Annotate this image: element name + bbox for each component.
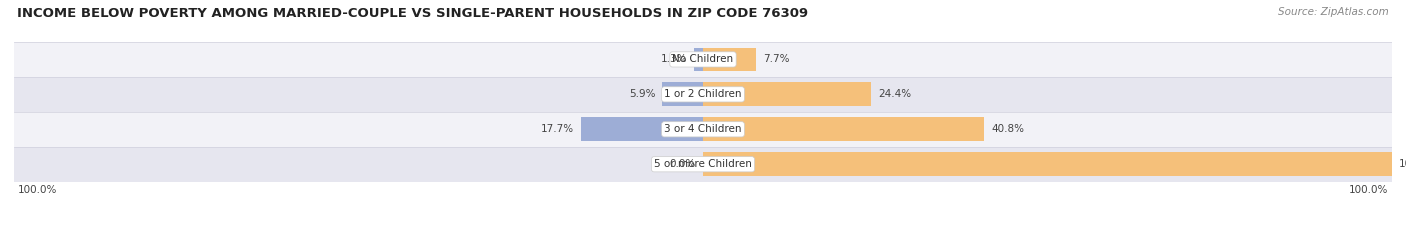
- Text: 3 or 4 Children: 3 or 4 Children: [664, 124, 742, 134]
- Text: 17.7%: 17.7%: [541, 124, 574, 134]
- Bar: [703, 48, 756, 71]
- Bar: [14, 147, 1392, 182]
- Text: 1 or 2 Children: 1 or 2 Children: [664, 89, 742, 99]
- Bar: [703, 82, 872, 106]
- Text: 100.0%: 100.0%: [1350, 185, 1389, 195]
- Text: 5.9%: 5.9%: [628, 89, 655, 99]
- Bar: [14, 77, 1392, 112]
- Text: No Children: No Children: [672, 55, 734, 64]
- Bar: [14, 42, 1392, 77]
- Text: 40.8%: 40.8%: [991, 124, 1024, 134]
- Text: 24.4%: 24.4%: [877, 89, 911, 99]
- Text: 5 or more Children: 5 or more Children: [654, 159, 752, 169]
- Text: Source: ZipAtlas.com: Source: ZipAtlas.com: [1278, 7, 1389, 17]
- Text: 7.7%: 7.7%: [763, 55, 789, 64]
- Bar: [695, 48, 703, 71]
- Text: INCOME BELOW POVERTY AMONG MARRIED-COUPLE VS SINGLE-PARENT HOUSEHOLDS IN ZIP COD: INCOME BELOW POVERTY AMONG MARRIED-COUPL…: [17, 7, 808, 20]
- Bar: [703, 152, 1392, 176]
- Text: 100.0%: 100.0%: [17, 185, 56, 195]
- Text: 100.0%: 100.0%: [1399, 159, 1406, 169]
- Bar: [14, 112, 1392, 147]
- Bar: [581, 117, 703, 141]
- Text: 1.3%: 1.3%: [661, 55, 688, 64]
- Bar: [703, 117, 984, 141]
- Bar: [662, 82, 703, 106]
- Text: 0.0%: 0.0%: [669, 159, 696, 169]
